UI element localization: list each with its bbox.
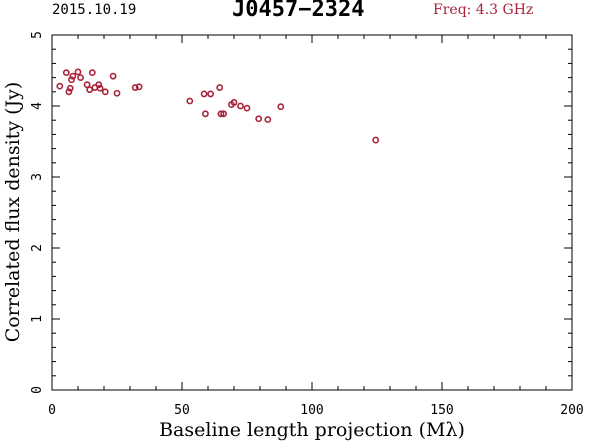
data-point <box>277 103 285 111</box>
y-tick-label: 1 <box>30 315 45 323</box>
data-point <box>65 88 73 96</box>
observation-date: 2015.10.19 <box>52 2 137 18</box>
data-point <box>62 69 70 77</box>
data-point <box>217 110 225 118</box>
x-axis-label: Baseline length projection (Mλ) <box>159 419 465 441</box>
data-point <box>201 110 209 118</box>
y-tick-label: 0 <box>30 386 45 394</box>
data-point <box>186 97 194 105</box>
y-tick-label: 4 <box>30 102 45 110</box>
y-tick-label: 2 <box>30 244 45 252</box>
data-point <box>135 83 143 91</box>
data-point <box>109 72 117 80</box>
data-point <box>372 136 380 144</box>
data-point <box>113 89 121 97</box>
frequency-label: Freq: 4.3 GHz <box>433 2 534 18</box>
data-point <box>264 116 272 123</box>
data-point <box>207 90 214 98</box>
data-point <box>230 99 238 106</box>
x-tick-label: 50 <box>174 403 190 418</box>
axis-ticks <box>51 34 573 391</box>
data-point <box>237 102 244 110</box>
data-points <box>56 68 380 144</box>
x-tick-label: 100 <box>300 403 323 418</box>
x-tick-labels: 0 50 100 150 200 <box>48 403 584 418</box>
data-point <box>56 82 64 90</box>
data-point <box>74 68 82 76</box>
data-point <box>68 76 75 84</box>
chart-title: J0457−2324 <box>232 0 365 22</box>
data-point <box>95 81 103 89</box>
y-tick-label: 3 <box>30 173 45 181</box>
data-point <box>200 90 208 98</box>
data-point <box>255 115 263 123</box>
plot-frame <box>51 34 573 391</box>
data-point <box>101 88 109 96</box>
data-point <box>77 74 84 81</box>
data-point <box>243 104 251 112</box>
y-tick-label: 5 <box>30 31 45 39</box>
y-tick-labels: 0 1 2 3 4 5 <box>30 31 45 394</box>
data-point <box>69 72 77 80</box>
x-tick-label: 0 <box>48 403 56 418</box>
data-point <box>216 84 224 91</box>
data-point <box>66 84 74 92</box>
data-point <box>83 81 91 89</box>
data-point <box>131 84 139 91</box>
data-point <box>96 84 104 92</box>
x-tick-label: 200 <box>560 403 583 418</box>
y-axis-label: Correlated flux density (Jy) <box>2 82 24 343</box>
x-tick-label: 150 <box>430 403 453 418</box>
data-point <box>220 110 227 118</box>
data-point <box>88 69 96 77</box>
